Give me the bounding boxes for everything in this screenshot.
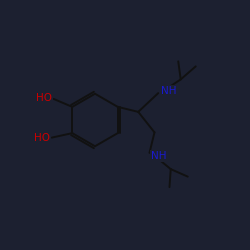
Text: NH: NH	[161, 86, 176, 96]
Text: HO: HO	[36, 93, 52, 104]
Text: HO: HO	[34, 133, 50, 143]
Text: NH: NH	[151, 151, 167, 161]
